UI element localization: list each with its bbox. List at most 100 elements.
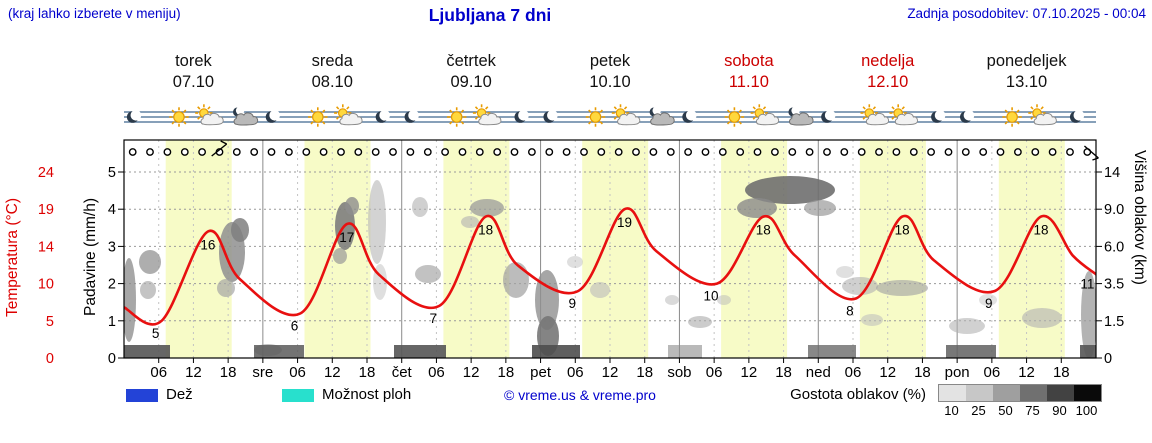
day-header-date: 12.10: [867, 73, 908, 91]
sun-cloud-icon: [1028, 104, 1057, 126]
wind-barb-icon: [1083, 145, 1099, 161]
x-tick-label: 18: [914, 364, 931, 381]
showers-legend-swatch: [282, 389, 314, 402]
cloud-cover-symbol: [840, 148, 849, 156]
cloud-cover-symbol: [771, 148, 779, 156]
temperature-point-label: 9: [568, 296, 576, 311]
menu-hint: (kraj lahko izberete v meniju): [8, 6, 181, 21]
sun-cloud-icon: [860, 104, 890, 126]
moon-icon: [265, 110, 281, 123]
x-tick-label: 18: [359, 364, 376, 381]
sun-cloud-icon: [611, 104, 641, 126]
day-header-name: sobota: [724, 52, 774, 70]
rain-legend-label: Dež: [166, 386, 193, 403]
density-step: [939, 385, 966, 401]
cloud-blob: [1081, 271, 1096, 358]
ground-fog-bar: [808, 345, 856, 358]
sun-icon: [447, 107, 467, 127]
x-tick-label: čet: [392, 364, 413, 381]
density-step: [966, 385, 993, 401]
cloud-cover-symbol: [580, 148, 588, 156]
cloud-cover-symbol: [389, 148, 397, 156]
cloud-icon: [339, 112, 363, 126]
cloud-density-values: 10 25 50 75 90 100: [938, 403, 1102, 418]
cloud-cover-symbol: [458, 148, 467, 156]
cloud-cover-symbol: [267, 148, 276, 156]
x-tick-label: 18: [498, 364, 515, 381]
cloud-height-tick-label: 3.5: [1104, 277, 1124, 293]
cloud-cover-symbol: [232, 148, 241, 156]
temperature-tick-label: 5: [46, 314, 54, 330]
sun-cloud-icon: [195, 104, 224, 126]
cloud-cover-symbol: [961, 148, 970, 156]
cloud-cover-symbol: [337, 148, 345, 156]
moon-icon: [649, 106, 661, 117]
cloud-blob: [567, 256, 583, 268]
moon-icon: [375, 110, 391, 123]
daytime-band: [443, 140, 510, 358]
cloud-blob: [333, 248, 347, 264]
cloud-blob: [139, 250, 161, 274]
x-tick-label: 06: [150, 364, 167, 381]
cloud-blob: [1022, 308, 1062, 328]
ground-fog-bar: [394, 345, 446, 358]
moon-icon: [543, 110, 558, 123]
cloud-icon: [617, 112, 641, 126]
density-step: [993, 385, 1020, 401]
x-tick-label: 12: [324, 364, 341, 381]
cloud-icon: [200, 112, 224, 126]
cloud-cover-symbol: [371, 148, 380, 156]
sun-cloud-icon: [889, 104, 918, 126]
cloud-blob: [217, 279, 235, 297]
cloud-cover-symbol: [614, 148, 623, 156]
temperature-point-label: 18: [756, 223, 771, 238]
last-update-timestamp: Zadnja posodobitev: 07.10.2025 - 00:04: [907, 6, 1146, 21]
cloud-cover-symbol: [857, 148, 866, 156]
cloud-layer: [124, 176, 1096, 358]
x-tick-label: 12: [185, 364, 202, 381]
precipitation-tick-label: 3: [108, 239, 116, 255]
x-tick-label: 06: [845, 364, 862, 381]
sun-icon: [308, 107, 328, 127]
sun-icon: [1002, 107, 1022, 127]
x-tick-label: 06: [289, 364, 306, 381]
x-tick-label: 12: [602, 364, 619, 381]
precipitation-tick-label: 2: [108, 277, 116, 293]
cloud-blob: [717, 295, 731, 305]
cloud-blob: [415, 265, 441, 283]
moon-icon: [931, 110, 946, 123]
cloud-blob: [590, 282, 610, 298]
temperature-tick-label: 10: [38, 277, 54, 293]
cloud-icon: [233, 112, 259, 126]
day-header-name: ponedeljek: [987, 52, 1068, 70]
cloud-cover-symbol: [1014, 148, 1022, 156]
cloud-cover-symbol: [979, 148, 988, 156]
sun-cloud-icon: [334, 104, 363, 126]
cloud-blob: [949, 318, 985, 334]
cloud-cover-symbol: [875, 148, 883, 156]
precipitation-tick-label: 5: [108, 165, 116, 181]
daytime-band: [582, 140, 649, 358]
cloud-blob: [842, 277, 878, 295]
cloud-cover-symbol: [423, 148, 432, 156]
day-header-date: 11.10: [729, 73, 769, 91]
precipitation-tick-label: 0: [108, 351, 116, 367]
x-tick-label: 18: [220, 364, 237, 381]
temperature-tick-label: 19: [38, 202, 54, 218]
day-header-name: četrtek: [446, 52, 496, 70]
moon-icon: [682, 110, 697, 123]
density-step-value: 100: [1075, 403, 1098, 418]
temperature-point-label: 10: [703, 289, 718, 304]
cloud-moon-icon: [788, 106, 814, 126]
cloud-cover-symbol: [1048, 148, 1057, 156]
cloud-blob: [979, 294, 997, 306]
copyright-link[interactable]: © vreme.us & vreme.pro: [504, 387, 656, 403]
cloud-blob: [412, 197, 428, 217]
cloud-cover-symbol: [284, 148, 293, 156]
x-tick-label: ned: [806, 364, 831, 381]
cloud-cover-symbol: [753, 148, 762, 156]
temperature-point-label: 18: [1033, 223, 1048, 238]
density-step-value: 75: [1025, 403, 1040, 418]
cloud-cover-symbol: [944, 148, 953, 156]
